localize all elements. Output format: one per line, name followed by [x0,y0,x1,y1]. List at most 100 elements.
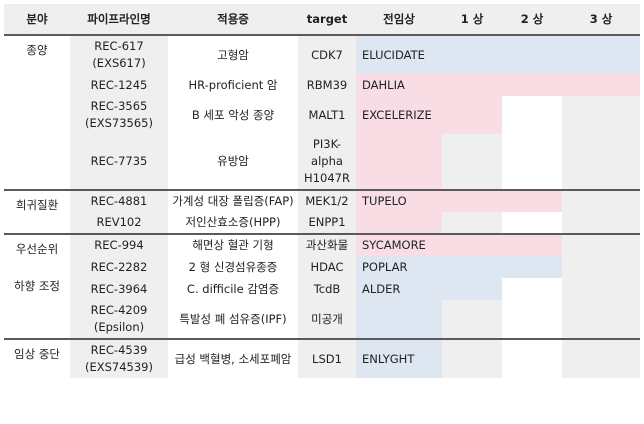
rows.4.pipeline-line: REC-4881 [90,194,148,208]
phase3-cell [562,189,640,212]
preclinical-cell [356,212,442,234]
pipeline-table-wrapper: 분야 파이프라인명 적용증 target 전임상 1 상 2 상 3 상 종양 R… [4,4,640,378]
phase2-cell [502,34,562,74]
phase2-cell [502,212,562,234]
table-row: REC-1245 HR-proficient 암 RBM39 DAHLIA [4,74,640,96]
table-row: 희귀질환 REC-4881 가계성 대장 폴립증(FAP) MEK1/2 TUPELO [4,189,640,234]
phase1-cell [442,233,502,256]
rows.1.target-line: RBM39 [306,77,348,92]
phase3-cell [562,96,640,134]
rows.5.target-line: ENPP1 [308,215,346,229]
indication-cell: C. difficile 감염증 [168,278,298,300]
pipeline-cell: REC-617 (EXS617) [70,34,168,74]
phase3-cell [562,74,640,96]
pipeline-cell: REC-7735 [70,134,168,190]
preclinical-cell [356,300,442,339]
phase3-cell [562,338,640,378]
pipeline-table: 분야 파이프라인명 적용증 target 전임상 1 상 2 상 3 상 종양 R… [4,4,640,378]
rows.0.target-line: CDK7 [311,47,343,62]
phase2-cell [502,189,562,212]
indication-cell: 특발성 폐 섬유증(IPF) [168,300,298,339]
phase1-cell [442,34,502,74]
header-field: 분야 [4,4,70,36]
rows.2.pipeline-line: REC-3565 [90,99,148,113]
header-phase1: 1 상 [442,4,502,36]
phase3-cell [562,300,640,339]
header-row: 분야 파이프라인명 적용증 target 전임상 1 상 2 상 3 상 [4,4,640,36]
pipeline-cell: REC-2282 [70,256,168,278]
indication-cell: 해면상 혈관 기형 [168,233,298,256]
header-phase2: 2 상 [502,4,562,36]
rows.2.pipeline-line: (EXS73565) [84,116,153,130]
trial-name: ENLYGHT [356,338,442,378]
rows.8.target-line: TcdB [313,281,341,296]
pipeline-cell: REC-4209 (Epsilon) [70,300,168,339]
header-target: target [298,4,356,36]
header-pipeline: 파이프라인명 [70,4,168,36]
phase3-cell [562,34,640,74]
indication-cell: HR-proficient 암 [168,74,298,96]
table-row: 우선순위 하향 조정 REC-994 해면상 혈관 기형 과산화물 SYCAMORE [4,233,640,339]
rows.4.target-line: MEK1/2 [305,194,349,208]
indication-cell: 급성 백혈병, 소세포폐암 [168,338,298,378]
field-cell: 희귀질환 [4,189,70,234]
indication-cell: 가계성 대장 폴립증(FAP) [168,189,298,212]
phase2-cell [502,256,562,278]
field-line: 하향 조정 [14,279,60,293]
phase3-cell [562,256,640,278]
rows.1.pipeline-line: REC-1245 [90,77,148,92]
rows.9.target-line: 미공개 [311,311,343,326]
target-cell: 미공개 [298,300,356,339]
indication-cell: 2 형 신경섬유종증 [168,256,298,278]
trial-name: DAHLIA [356,74,442,96]
trial-name: EXCELERIZE [356,96,442,134]
rows.3.target-line: H1047R [304,171,350,185]
target-cell: ENPP1 [298,212,356,234]
phase1-cell [442,278,502,300]
rows.0.pipeline-line: REC-617 [94,39,144,53]
target-cell: PI3K-alpha H1047R [298,134,356,190]
trial-name: ELUCIDATE [356,34,442,74]
rows.5.pipeline-line: REV102 [96,215,142,229]
table-row: REC-3964 C. difficile 감염증 TcdB ALDER [4,278,640,300]
rows.6.target-line: 과산화물 [305,238,349,252]
table-row: 임상 중단 REC-4539 (EXS74539) 급성 백혈병, 소세포폐암 LSD1… [4,338,640,378]
trial-name: ALDER [356,278,442,300]
pipeline-cell: REC-1245 [70,74,168,96]
field-line: 우선순위 [15,242,59,256]
target-cell: TcdB [298,278,356,300]
rows.10.pipeline-line: REC-4539 [90,343,148,357]
rows.3.target-line: PI3K- [312,137,342,151]
field-cell: 종양 [4,34,70,190]
target-cell: LSD1 [298,338,356,378]
pipeline-cell: REC-4539 (EXS74539) [70,338,168,378]
rows.2.target-line: MALT1 [308,107,346,122]
table-row: REC-4209 (Epsilon) 특발성 폐 섬유증(IPF) 미공개 [4,300,640,339]
phase1-cell [442,74,502,96]
phase2-cell [502,96,562,134]
phase2-cell [502,278,562,300]
phase1-cell [442,256,502,278]
phase1-cell [442,134,502,190]
rows.6.pipeline-line: REC-994 [94,238,144,252]
rows.3.pipeline-line: REC-7735 [90,154,148,168]
phase2-cell [502,233,562,256]
rows.0.pipeline-line: (EXS617) [92,56,146,70]
indication-cell: 유방암 [168,134,298,190]
phase1-cell [442,189,502,212]
pipeline-cell: REC-3565 (EXS73565) [70,96,168,134]
table-row: REC-2282 2 형 신경섬유종증 HDAC POPLAR [4,256,640,278]
pipeline-cell: REC-4881 [70,189,168,212]
rows.9.pipeline-line: (Epsilon) [93,320,145,334]
field-cell: 임상 중단 [4,338,70,378]
rows.10.pipeline-line: (EXS74539) [84,360,153,374]
rows.10.target-line: LSD1 [312,351,342,366]
target-cell: 과산화물 [298,233,356,256]
phase1-cell [442,338,502,378]
table-row: REC-3565 (EXS73565) B 세포 악성 종양 MALT1 EXCELER… [4,96,640,134]
phase1-cell [442,96,502,134]
target-cell: CDK7 [298,34,356,74]
indication-cell: 고형암 [168,34,298,74]
rows.7.target-line: HDAC [310,259,344,274]
phase2-cell [502,74,562,96]
